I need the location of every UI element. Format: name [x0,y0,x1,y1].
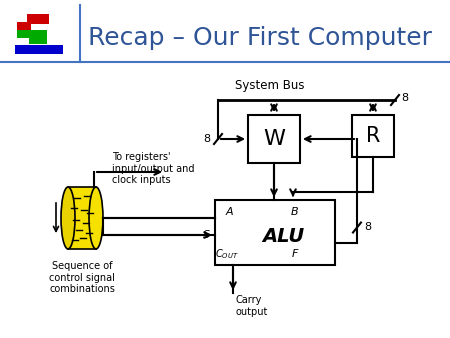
Ellipse shape [61,187,75,249]
Text: R: R [366,126,380,146]
FancyBboxPatch shape [27,14,49,24]
FancyBboxPatch shape [68,187,96,249]
FancyBboxPatch shape [17,22,31,30]
FancyBboxPatch shape [17,30,47,38]
FancyBboxPatch shape [29,36,47,44]
FancyBboxPatch shape [0,0,450,62]
Ellipse shape [89,187,103,249]
Text: $C_{OUT}$: $C_{OUT}$ [215,247,239,261]
Text: S: S [203,230,210,240]
Text: ALU: ALU [262,227,304,246]
Text: 8: 8 [401,93,408,103]
Text: Sequence of
control signal
combinations: Sequence of control signal combinations [49,261,115,294]
Text: F: F [292,249,298,259]
Text: A: A [225,207,233,217]
FancyBboxPatch shape [15,45,63,54]
FancyBboxPatch shape [352,115,394,157]
Text: System Bus: System Bus [235,79,305,92]
Text: To registers'
input/output and
clock inputs: To registers' input/output and clock inp… [112,152,194,185]
Text: 8: 8 [364,222,371,233]
Text: B: B [291,207,299,217]
Text: Carry
output: Carry output [236,295,268,317]
FancyBboxPatch shape [248,115,300,163]
Text: Recap – Our First Computer: Recap – Our First Computer [88,26,432,50]
Text: 8: 8 [203,134,210,144]
FancyBboxPatch shape [215,200,335,265]
Text: W: W [263,129,285,149]
